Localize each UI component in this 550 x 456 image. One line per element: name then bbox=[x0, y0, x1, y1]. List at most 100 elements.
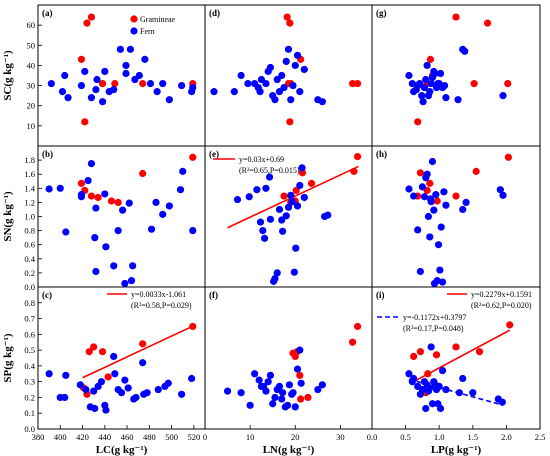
fern-point bbox=[178, 81, 186, 90]
fit-stats: (R²=0.65,P=0.015) bbox=[239, 166, 300, 175]
x-tick-label: 500 bbox=[165, 432, 178, 442]
fern-point bbox=[455, 389, 463, 397]
fern-point bbox=[62, 228, 70, 236]
fern-point bbox=[110, 262, 118, 270]
x-tick-label: 460 bbox=[121, 432, 134, 442]
fern-point bbox=[275, 205, 284, 214]
fern-point bbox=[256, 88, 264, 96]
fern-point bbox=[271, 96, 279, 104]
y-tick-label: 30 bbox=[27, 81, 36, 91]
gramineae-point bbox=[98, 79, 107, 88]
fern-point bbox=[264, 378, 272, 386]
fern-point bbox=[410, 374, 418, 383]
legend-fern-label: Fern bbox=[140, 27, 155, 36]
fern-point bbox=[287, 96, 295, 104]
legend-gramineae-marker bbox=[130, 15, 138, 23]
gramineae-point bbox=[286, 118, 294, 126]
fern-point bbox=[498, 398, 506, 406]
y-tick-label: 0.3 bbox=[24, 377, 35, 387]
fern-point bbox=[442, 94, 450, 102]
gramineae-point bbox=[416, 348, 424, 356]
y-tick-label: 0.6 bbox=[24, 329, 35, 339]
fern-point bbox=[298, 164, 306, 172]
fit-equation: y=0.03x+0.69 bbox=[239, 155, 284, 164]
fern-point bbox=[314, 385, 322, 394]
fern-point bbox=[293, 202, 302, 210]
y-tick-label: 50 bbox=[27, 40, 36, 50]
x-axis-label: LC(g kg⁻¹) bbox=[96, 444, 148, 456]
fern-point bbox=[102, 243, 110, 251]
fern-point bbox=[424, 212, 433, 221]
gramineae-point bbox=[350, 167, 358, 175]
fern-point bbox=[121, 376, 129, 384]
fern-point bbox=[283, 401, 292, 409]
fern-point bbox=[91, 404, 99, 413]
panel-label: (h) bbox=[376, 149, 387, 159]
gramineae-point bbox=[348, 79, 357, 88]
gramineae-point bbox=[452, 343, 460, 351]
fern-point bbox=[296, 346, 304, 354]
panel-label: (f) bbox=[209, 290, 218, 300]
gramineae-point bbox=[353, 152, 362, 161]
fern-point bbox=[122, 61, 130, 70]
fern-point bbox=[278, 395, 286, 403]
fern-point bbox=[91, 234, 99, 242]
fern-point bbox=[139, 359, 147, 367]
fern-point bbox=[266, 63, 275, 72]
x-tick-label: 400 bbox=[54, 432, 67, 442]
fern-point bbox=[58, 88, 67, 96]
fern-point bbox=[223, 387, 232, 395]
fern-point bbox=[430, 206, 438, 214]
fern-point bbox=[141, 55, 149, 63]
fern-point bbox=[426, 88, 434, 96]
fern-point bbox=[230, 88, 238, 96]
fern-point bbox=[179, 167, 187, 175]
fern-point bbox=[122, 69, 130, 78]
gramineae-point bbox=[111, 79, 119, 88]
regression-line bbox=[82, 325, 194, 379]
fern-point bbox=[82, 385, 90, 394]
fern-point bbox=[324, 211, 332, 219]
fern-point bbox=[292, 244, 300, 252]
fern-point bbox=[111, 370, 119, 378]
fern-point bbox=[442, 385, 450, 394]
fern-point bbox=[469, 389, 477, 397]
fern-point bbox=[423, 61, 431, 70]
y-tick-label: 1.4 bbox=[24, 183, 35, 193]
fern-point bbox=[61, 71, 69, 80]
panel-label: (c) bbox=[42, 290, 52, 300]
gramineae-point bbox=[416, 169, 424, 177]
x-tick-label: 440 bbox=[98, 432, 111, 442]
fern-point bbox=[280, 83, 288, 92]
y-axis-label: SC(g kg⁻¹) bbox=[2, 50, 14, 101]
y-axis-label: SP(g kg⁻¹) bbox=[2, 333, 14, 382]
y-tick-label: 1.8 bbox=[24, 155, 35, 165]
fern-point bbox=[278, 71, 286, 80]
fern-point bbox=[92, 204, 100, 212]
fern-point bbox=[121, 279, 129, 288]
fern-point bbox=[45, 185, 53, 193]
fit-equation: y=0.0033x-1.061 bbox=[131, 290, 186, 299]
fern-point bbox=[462, 198, 470, 206]
x-tick-label: 1.5 bbox=[467, 432, 478, 442]
x-tick-label: 2.5 bbox=[535, 432, 546, 442]
y-tick-label: 40 bbox=[27, 60, 36, 70]
x-tick-label: 2.0 bbox=[501, 432, 512, 442]
x-axis-label: LN(g kg⁻¹) bbox=[263, 444, 315, 456]
fern-point bbox=[296, 181, 304, 190]
fern-point bbox=[210, 88, 218, 96]
fern-point bbox=[440, 81, 449, 90]
fern-point bbox=[282, 212, 290, 220]
fern-point bbox=[288, 198, 296, 206]
fern-point bbox=[438, 278, 447, 286]
fern-point bbox=[437, 223, 445, 231]
y-tick-label: 0.6 bbox=[24, 240, 35, 250]
fern-point bbox=[499, 191, 507, 199]
fern-point bbox=[255, 376, 263, 384]
fern-point bbox=[271, 393, 279, 402]
y-tick-label: 0.2 bbox=[24, 268, 35, 278]
gramineae-point bbox=[304, 393, 312, 402]
fern-point bbox=[438, 367, 447, 375]
gramineae-point bbox=[432, 351, 441, 359]
